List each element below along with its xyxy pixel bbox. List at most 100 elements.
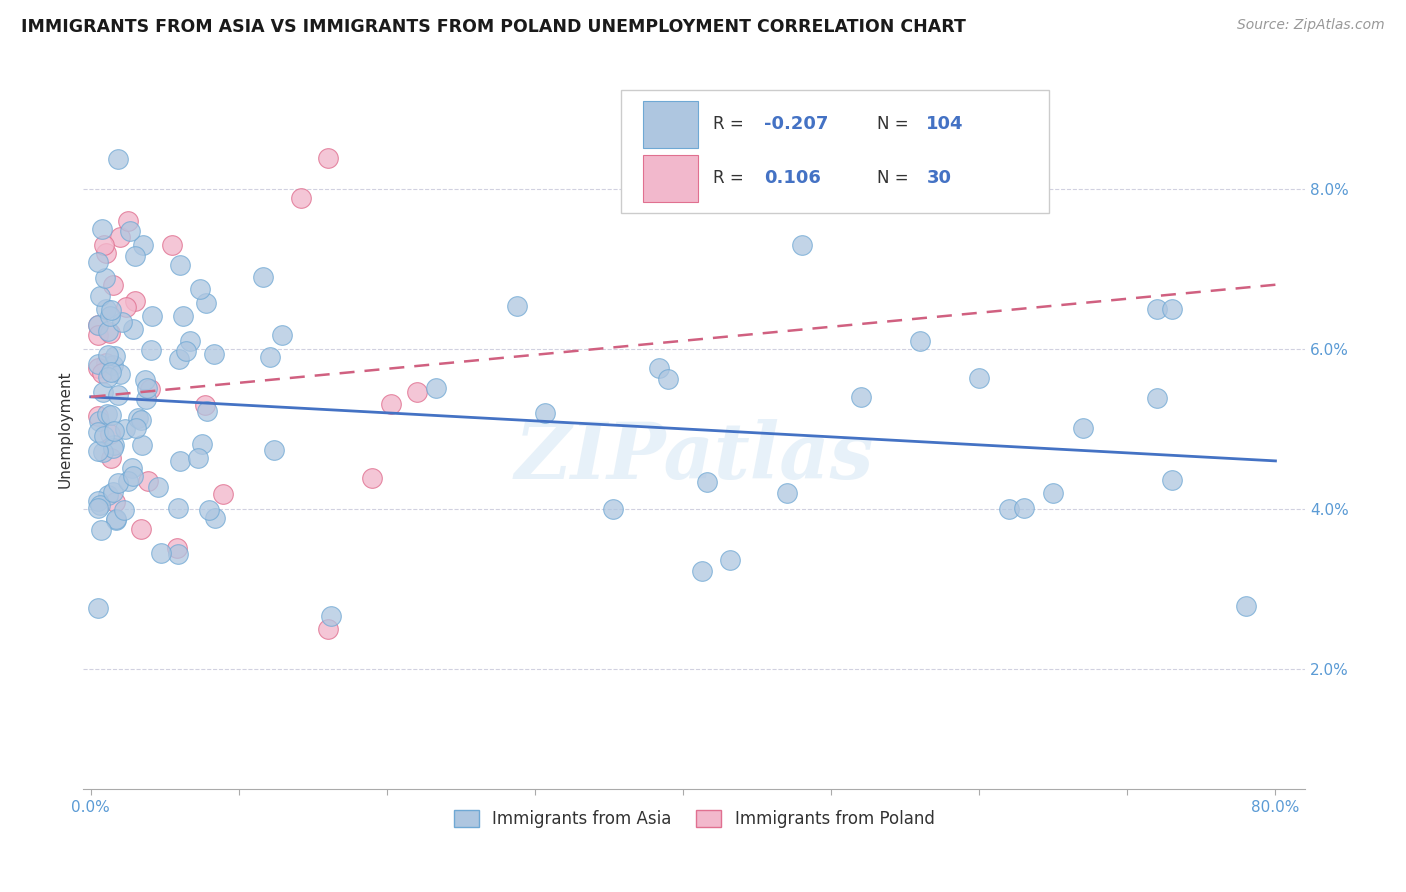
Point: [135, 381, 157, 395]
Point: [316, 152, 339, 166]
Point: [91, 444, 114, 458]
FancyBboxPatch shape: [621, 90, 1049, 212]
Point: [1234, 599, 1257, 613]
Point: [198, 503, 221, 517]
FancyBboxPatch shape: [643, 155, 697, 202]
Point: [101, 358, 124, 372]
Text: R =: R =: [713, 115, 748, 134]
Point: [259, 351, 281, 365]
Point: [97, 488, 120, 502]
Point: [93, 238, 115, 252]
Point: [188, 282, 211, 296]
Point: [131, 237, 153, 252]
Point: [122, 469, 145, 483]
Legend: Immigrants from Asia, Immigrants from Poland: Immigrants from Asia, Immigrants from Po…: [447, 804, 941, 835]
Point: [117, 475, 139, 489]
Point: [1160, 301, 1182, 316]
Point: [425, 381, 447, 395]
Point: [87, 500, 110, 515]
Point: [87, 318, 110, 332]
Point: [120, 224, 142, 238]
Point: [195, 404, 218, 418]
Point: [100, 450, 122, 465]
Text: 104: 104: [927, 115, 965, 134]
Point: [316, 622, 339, 636]
Point: [100, 365, 122, 379]
Point: [105, 513, 128, 527]
Point: [134, 374, 156, 388]
Point: [91, 221, 114, 235]
Point: [114, 422, 136, 436]
Point: [124, 293, 146, 308]
Point: [111, 315, 134, 329]
Point: [100, 409, 122, 423]
Point: [87, 425, 110, 439]
Point: [100, 303, 122, 318]
Point: [263, 442, 285, 457]
Point: [93, 271, 115, 285]
Point: [361, 470, 384, 484]
Point: [87, 494, 110, 508]
Point: [97, 348, 120, 362]
Point: [271, 328, 294, 343]
Point: [998, 502, 1021, 516]
Point: [212, 487, 235, 501]
Text: -0.207: -0.207: [763, 115, 828, 134]
Point: [776, 486, 799, 500]
Point: [647, 361, 669, 376]
Point: [121, 322, 143, 336]
Point: [107, 475, 129, 490]
Text: 0.106: 0.106: [763, 169, 821, 187]
Text: N =: N =: [877, 115, 914, 134]
Point: [110, 229, 132, 244]
Point: [112, 503, 135, 517]
Point: [129, 523, 152, 537]
Point: [602, 501, 624, 516]
Point: [1071, 421, 1094, 435]
Point: [167, 500, 190, 515]
Point: [108, 367, 131, 381]
Point: [908, 334, 931, 349]
Point: [103, 484, 125, 499]
Point: [87, 318, 110, 332]
Point: [1012, 500, 1035, 515]
Point: [100, 310, 122, 324]
Point: [90, 366, 112, 380]
Point: [87, 601, 110, 615]
Text: ZIPatlas: ZIPatlas: [515, 419, 875, 496]
Point: [139, 343, 162, 358]
Point: [380, 397, 402, 411]
Y-axis label: Unemployment: Unemployment: [58, 370, 72, 488]
Point: [202, 347, 225, 361]
Point: [790, 237, 813, 252]
Point: [166, 541, 188, 556]
Point: [179, 334, 201, 348]
Point: [87, 357, 110, 371]
Point: [139, 382, 162, 396]
FancyBboxPatch shape: [643, 101, 697, 148]
Text: R =: R =: [713, 169, 748, 187]
Point: [169, 453, 191, 467]
Point: [94, 301, 117, 316]
Point: [90, 524, 112, 538]
Point: [100, 427, 122, 442]
Point: [114, 300, 136, 314]
Point: [96, 407, 118, 421]
Text: N =: N =: [877, 169, 914, 187]
Point: [121, 460, 143, 475]
Point: [129, 413, 152, 427]
Point: [87, 409, 110, 423]
Point: [169, 352, 191, 367]
Point: [718, 553, 741, 567]
Point: [967, 371, 990, 385]
Point: [89, 413, 111, 427]
Point: [690, 564, 713, 578]
Point: [187, 451, 209, 466]
Point: [1146, 391, 1168, 405]
Point: [290, 191, 312, 205]
Point: [135, 392, 157, 407]
Text: 30: 30: [927, 169, 952, 187]
Point: [117, 213, 139, 227]
Point: [506, 299, 529, 313]
Point: [87, 255, 110, 269]
